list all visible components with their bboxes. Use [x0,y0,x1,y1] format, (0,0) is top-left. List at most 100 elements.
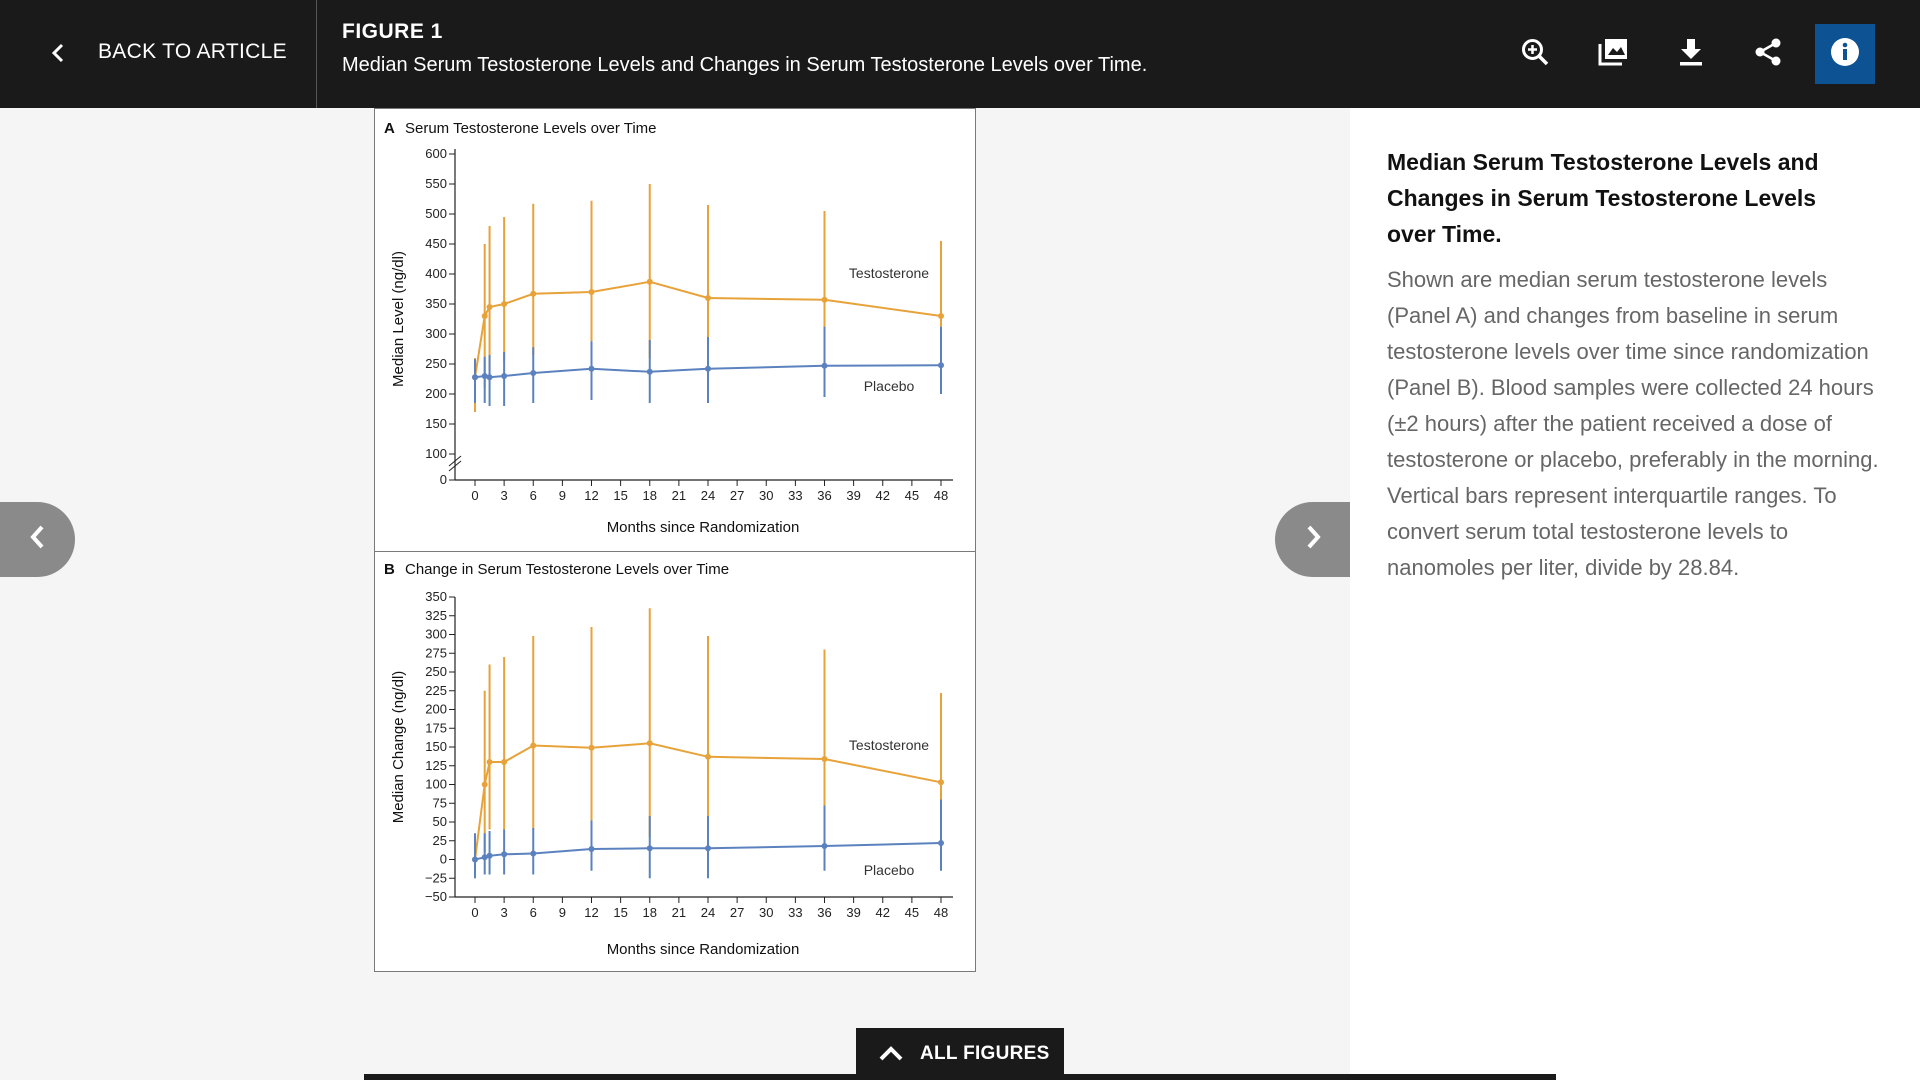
a-testosterone-series-label: Testosterone [849,265,929,281]
b-y-tick-label: 250 [425,664,447,679]
b-y-tick-label: 275 [425,645,447,660]
info-panel-description: Shown are median serum testosterone leve… [1387,267,1879,580]
panel-a-x-axis-label: Months since Randomization [607,519,800,536]
a-placebo-point [530,370,537,376]
a-testosterone-line [474,280,942,378]
back-to-article-label: BACK TO ARTICLE [98,40,287,63]
a-testosterone-point [501,301,508,307]
b-testosterone-point [938,779,944,786]
a-placebo-point [486,374,493,381]
b-x-tick-label: 3 [501,905,508,920]
all-figures-label: ALL FIGURES [920,1043,1050,1064]
chart-panel-b: B Change in Serum Testosterone Levels ov… [375,551,975,958]
figure-viewer-header: BACK TO ARTICLE FIGURE 1 Median Serum Te… [0,0,1920,108]
b-placebo-point [481,854,488,861]
a-x-tick-label: 15 [613,488,627,503]
chevron-right-icon [1301,523,1325,556]
figure-thumbnail-strip [364,1074,1556,1080]
previous-figure-button[interactable] [0,502,75,577]
a-x-tick-label: 30 [759,488,773,503]
all-figures-button[interactable]: ALL FIGURES [856,1028,1064,1080]
figure-heading: FIGURE 1 Median Serum Testosterone Level… [342,20,1147,77]
info-button[interactable] [1815,24,1875,84]
a-y-tick-label: 300 [425,326,447,341]
download-icon [1677,37,1705,72]
a-y-tick-label: 0 [440,472,447,487]
b-y-tick-label: 350 [425,589,447,604]
a-y-tick-label: 500 [425,206,447,221]
download-button[interactable] [1661,24,1721,84]
a-x-tick-label: 12 [584,488,598,503]
image-gallery-icon [1597,37,1629,72]
image-gallery-button[interactable] [1583,24,1643,84]
a-testosterone-point [481,313,488,319]
a-y-tick-label: 150 [425,416,447,431]
a-x-tick-label: 9 [559,488,566,503]
chevron-up-icon [878,1042,904,1069]
b-testosterone-point [705,753,711,760]
panel-b-y-axis-label: Median Change (ng/dl) [390,671,407,824]
chevron-left-icon [26,523,50,556]
a-x-tick-label: 6 [530,488,537,503]
a-testosterone-point [530,290,537,297]
b-y-tick-label: 0 [440,852,447,867]
back-to-article-button[interactable]: BACK TO ARTICLE [0,0,317,108]
b-testosterone-line [474,742,942,860]
b-placebo-point [646,845,653,852]
a-y-tick-label: 450 [425,236,447,251]
a-x-tick-label: 39 [846,488,860,503]
a-placebo-point [588,365,595,372]
b-y-tick-label: 125 [425,758,447,773]
panel-a-letter: A [384,120,395,137]
a-x-tick-label: 45 [905,488,919,503]
b-x-tick-label: 39 [846,905,860,920]
b-placebo-point [530,850,537,857]
b-testosterone-point [530,742,537,749]
b-x-tick-label: 18 [643,905,657,920]
next-figure-button[interactable] [1275,502,1350,577]
b-x-tick-label: 36 [817,905,831,920]
b-x-tick-label: 12 [584,905,598,920]
panel-b-x-axis-label: Months since Randomization [607,941,800,958]
a-y-tick-label: 250 [425,356,447,371]
b-placebo-point [501,851,508,858]
zoom-in-button[interactable] [1505,24,1565,84]
b-testosterone-series-label: Testosterone [849,737,929,753]
panel-a-y-axis-label: Median Level (ng/dl) [390,251,407,387]
b-testosterone-point [821,756,828,762]
a-x-tick-label: 0 [471,488,478,503]
b-y-tick-label: 50 [433,814,447,829]
b-placebo-point [821,843,828,849]
a-y-tick-label: 200 [425,386,447,401]
b-x-tick-label: 48 [934,905,948,920]
b-placebo-point [705,845,711,852]
a-y-tick-label: 100 [425,446,447,461]
a-y-tick-label: 600 [425,146,447,161]
b-placebo-point [588,846,595,852]
a-x-tick-label: 27 [730,488,744,503]
a-testosterone-point [588,289,595,295]
info-icon [1830,37,1860,72]
panel-b-letter: B [384,561,395,578]
a-x-tick-label: 36 [817,488,831,503]
chart-panel-a: A Serum Testosterone Levels over Time Me… [384,120,953,536]
b-x-tick-label: 30 [759,905,773,920]
b-testosterone-point [481,781,488,788]
a-x-tick-label: 3 [501,488,508,503]
a-testosterone-point [705,295,711,301]
b-x-tick-label: 9 [559,905,566,920]
share-button[interactable] [1738,24,1798,84]
b-y-tick-label: 75 [433,795,447,810]
a-x-tick-label: 48 [934,488,948,503]
a-x-tick-label: 21 [672,488,686,503]
a-axis-break [448,455,462,472]
figure-image: A Serum Testosterone Levels over Time Me… [374,108,976,972]
a-testosterone-point [821,296,828,303]
b-placebo-series-label: Placebo [864,862,915,878]
share-icon [1754,37,1782,72]
a-x-tick-label: 33 [788,488,802,503]
figure-title: Median Serum Testosterone Levels and Cha… [342,54,1148,76]
b-testosterone-point [486,759,493,765]
a-placebo-point [821,362,828,369]
b-y-tick-label: 175 [425,720,447,735]
